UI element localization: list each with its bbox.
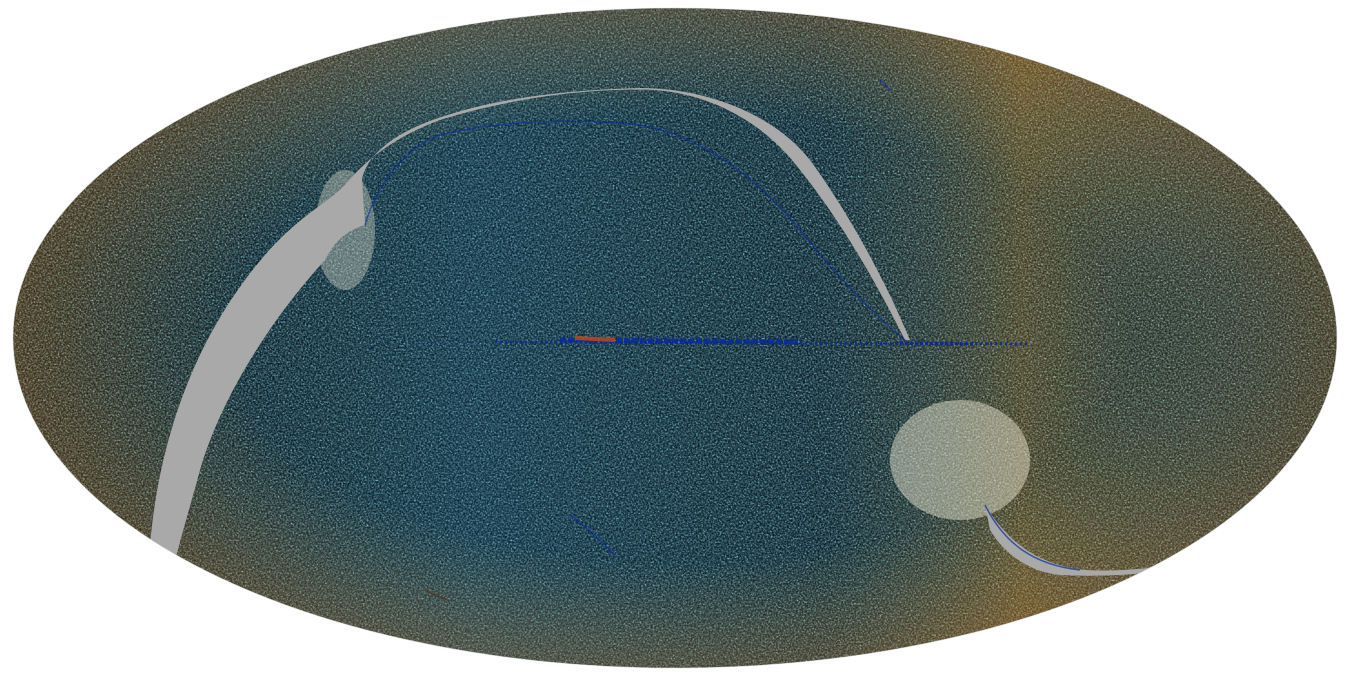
masked-scan-gap-arc-left [150, 88, 910, 562]
mask-arc-inner-edge [364, 120, 906, 341]
map-outline [12, 7, 1338, 669]
galactic-plane-band [359, 336, 1031, 346]
ecliptic-scan-streaks [424, 79, 891, 601]
bottom-arc-edge [984, 504, 1081, 571]
pale-region-right [890, 400, 1030, 520]
